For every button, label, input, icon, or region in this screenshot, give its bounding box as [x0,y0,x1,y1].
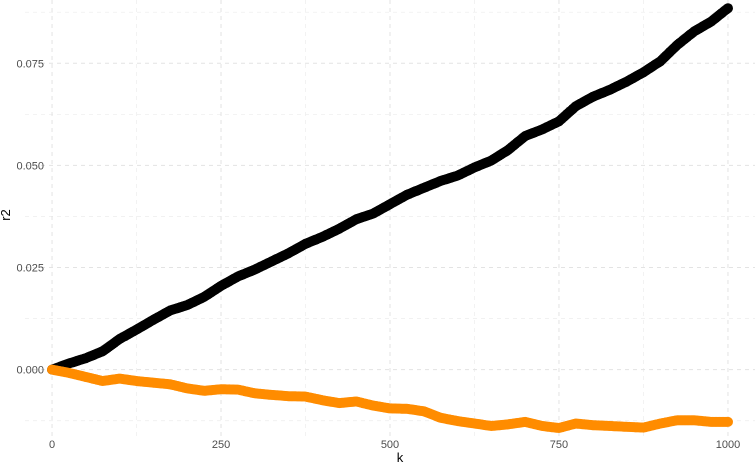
y-axis-ticks: 0.000 0.025 0.050 0.075 [16,58,44,376]
x-tick-label: 750 [550,439,568,451]
y-tick-label: 0.075 [16,58,44,70]
x-tick-label: 250 [212,439,230,451]
x-tick-label: 500 [381,439,399,451]
y-axis-label: r2 [0,209,13,221]
data-point [723,416,733,427]
data-point [723,3,733,14]
y-tick-label: 0.000 [16,365,44,377]
y-tick-label: 0.050 [16,160,44,172]
series-layer [47,3,733,433]
x-axis-label: k [397,450,404,465]
y-tick-label: 0.025 [16,263,44,275]
series-1 [47,3,733,375]
series-2 [47,364,733,433]
x-axis-ticks: 0 250 500 750 1000 [49,439,740,451]
x-tick-label: 0 [49,439,55,451]
x-tick-label: 1000 [716,439,740,451]
